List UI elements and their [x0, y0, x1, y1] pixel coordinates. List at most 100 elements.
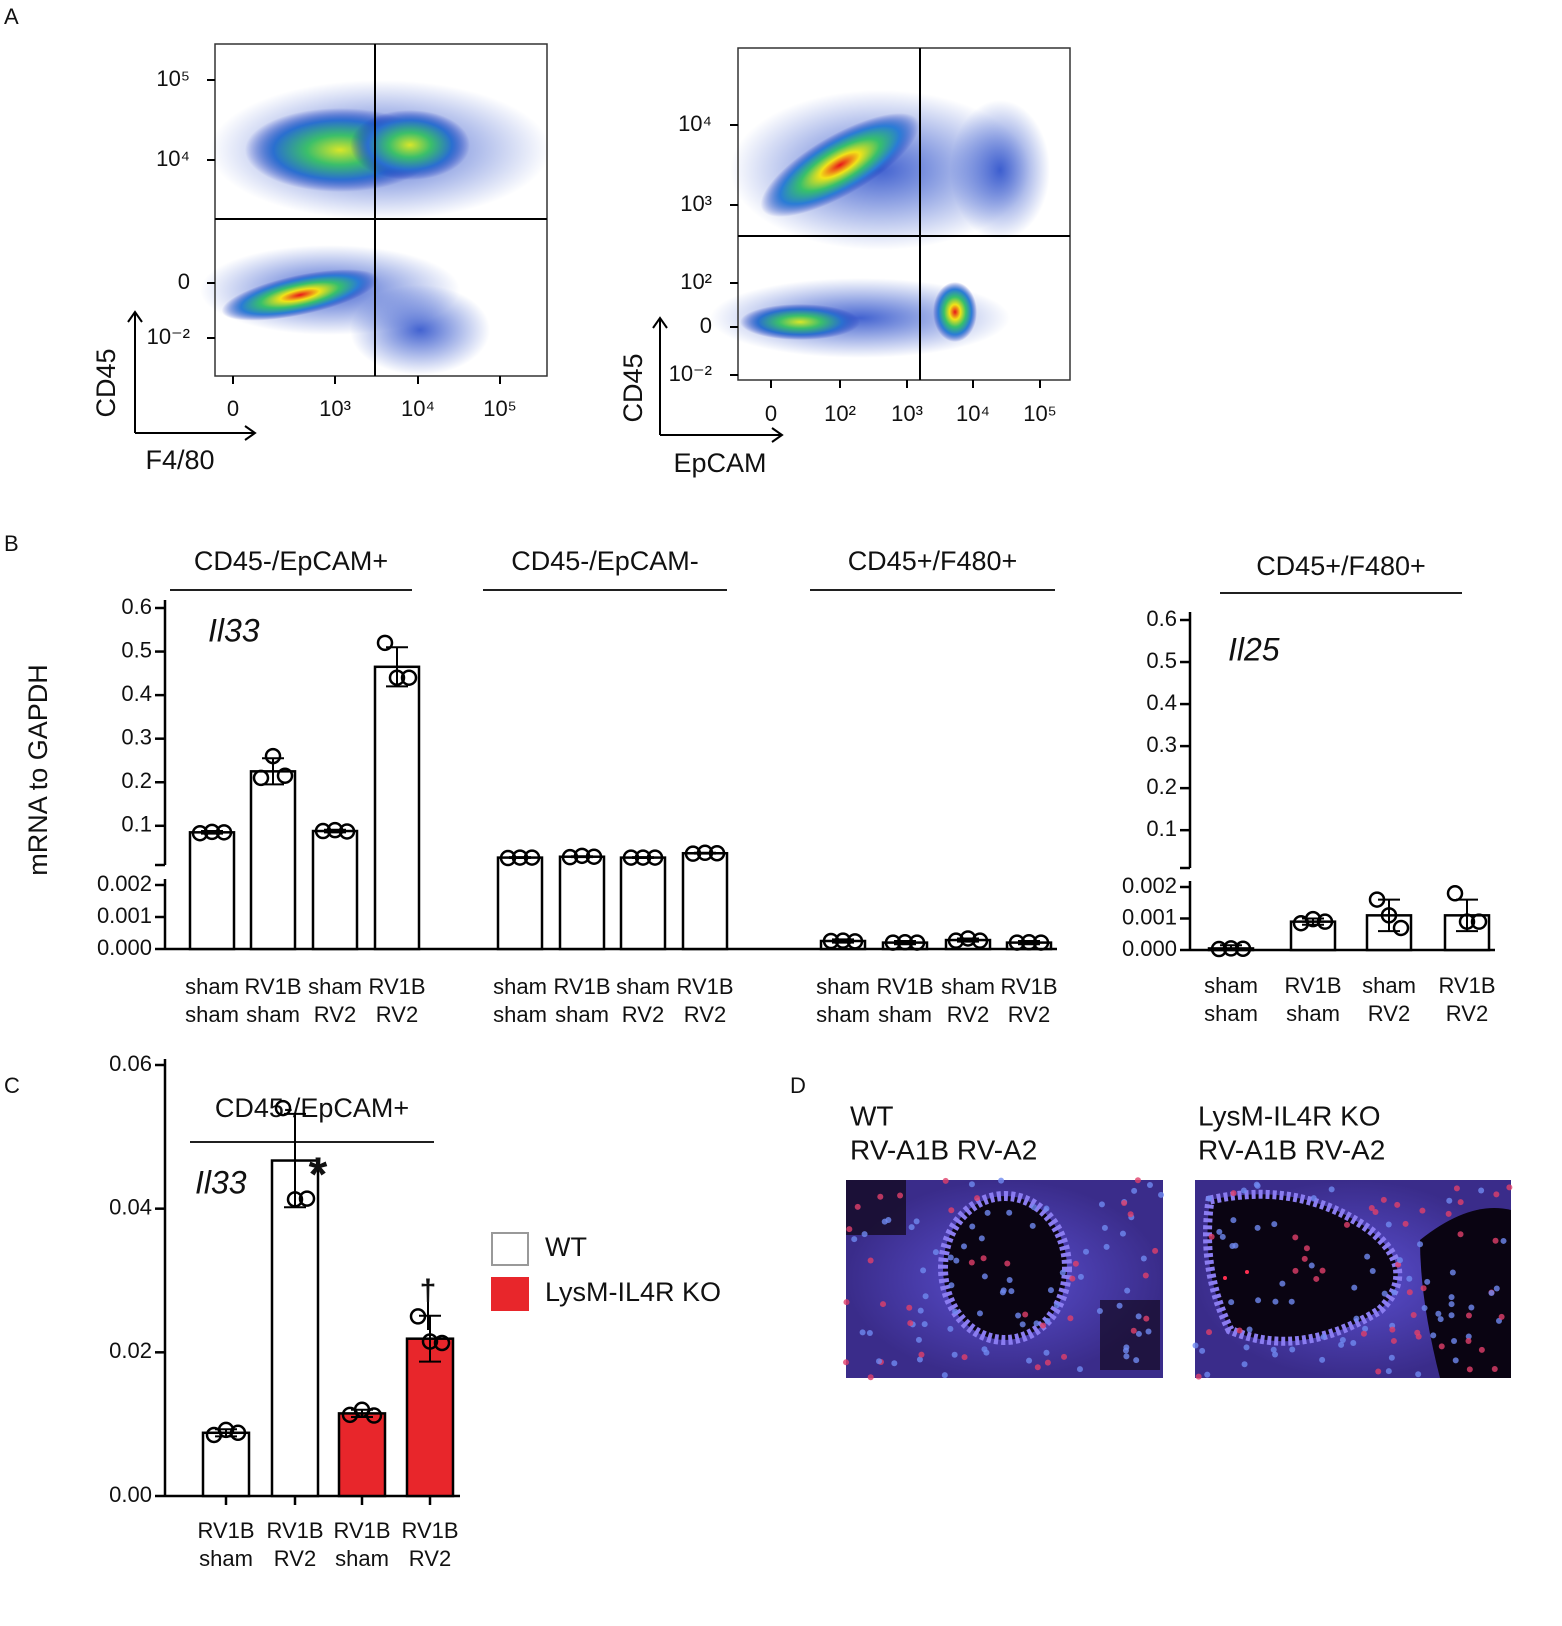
flow-density: [710, 90, 1050, 358]
cell-dot: [1140, 1255, 1147, 1262]
cell-dot: [1448, 1301, 1455, 1308]
x-tick-label: RV2: [947, 1002, 989, 1027]
data-point: [286, 1191, 304, 1208]
cell-dot: [1019, 1321, 1026, 1328]
cell-dot: [1006, 1209, 1013, 1216]
bar: [249, 770, 297, 951]
y-tick-label: 0.02: [109, 1338, 152, 1363]
bar: [496, 856, 544, 951]
y-tick-label: 0: [700, 313, 712, 338]
cell-dot: [969, 1223, 976, 1230]
cell-dot: [1457, 1199, 1464, 1206]
data-point: [298, 1190, 316, 1207]
x-tick-label: RV1B: [244, 974, 301, 999]
cell-dot: [1350, 1339, 1357, 1346]
cell-dot: [1385, 1221, 1392, 1228]
cell-dot: [981, 1273, 988, 1280]
cell-dot: [1343, 1221, 1350, 1228]
x-tick-label: RV2: [1446, 1001, 1488, 1026]
cell-dot: [1375, 1368, 1382, 1375]
x-tick-label: sham: [816, 974, 870, 999]
cell-dot: [916, 1356, 923, 1363]
y-axis-label: CD45: [91, 348, 121, 417]
cell-dot: [999, 1289, 1006, 1296]
error-bar: [419, 1314, 441, 1363]
x-tick-label: sham: [246, 1002, 300, 1027]
y-tick-label: 0.3: [1146, 732, 1177, 757]
data-point: [365, 1407, 383, 1424]
cell-dot: [881, 1218, 888, 1225]
cell-dot: [917, 1307, 924, 1314]
cell-dot: [1219, 1233, 1226, 1240]
cell-dot: [920, 1267, 927, 1274]
cell-dot: [1135, 1313, 1142, 1320]
cell-dot: [1272, 1351, 1279, 1358]
data-point: [264, 747, 282, 765]
x-tick-label: RV1B: [1438, 973, 1495, 998]
cell-dot: [1391, 1289, 1398, 1296]
data-point: [561, 848, 579, 866]
data-point: [646, 849, 664, 866]
cell-dot: [1043, 1349, 1050, 1356]
cell-dot: [1338, 1341, 1345, 1348]
cell-dot: [1430, 1332, 1437, 1339]
y-tick-label: 0.1: [121, 812, 152, 837]
cell-dot: [1229, 1243, 1236, 1250]
x-tick-label: RV1B: [676, 974, 733, 999]
cell-dot: [1044, 1317, 1051, 1324]
data-point: [1380, 907, 1398, 924]
x-tick-label: sham: [1204, 1001, 1258, 1026]
cell-dot: [948, 1207, 955, 1214]
data-point: [1392, 919, 1410, 937]
cell-dot: [1006, 1276, 1013, 1283]
cell-dot: [1380, 1196, 1387, 1203]
cell-dot: [1271, 1221, 1278, 1228]
cell-dot: [1478, 1346, 1485, 1353]
cell-dot: [1491, 1366, 1498, 1373]
cell-dot: [1192, 1342, 1199, 1349]
data-point: [499, 849, 517, 867]
cell-dot: [1457, 1231, 1464, 1238]
y-tick-label: 0.00: [109, 1482, 152, 1507]
cell-dot: [1059, 1269, 1066, 1276]
data-point: [884, 934, 902, 951]
data-point: [191, 824, 209, 842]
x-tick-label: RV1B: [876, 974, 933, 999]
cell-dot: [947, 1325, 954, 1332]
cell-dot: [1389, 1326, 1396, 1333]
data-point: [314, 822, 332, 840]
cell-dot: [1008, 1288, 1015, 1295]
data-point: [215, 824, 233, 841]
y-tick-label: 0.04: [109, 1194, 152, 1219]
cell-dot: [1420, 1285, 1427, 1292]
x-tick-label: sham: [616, 974, 670, 999]
plot-frame: [737, 47, 1071, 381]
cell-dot: [1130, 1327, 1137, 1334]
cell-dot: [1119, 1230, 1126, 1237]
x-tick-label: 10⁵: [483, 396, 517, 421]
cell-dot: [1270, 1346, 1277, 1353]
panel-label: C: [4, 1073, 20, 1098]
cell-dot: [1206, 1195, 1213, 1202]
x-tick-label: sham: [199, 1546, 253, 1571]
x-tick-label: sham: [493, 974, 547, 999]
cell-dot: [1406, 1275, 1413, 1282]
cell-dot: [948, 1282, 955, 1289]
data-point: [1470, 913, 1488, 930]
cell-dot: [1240, 1187, 1247, 1194]
panel-label: A: [4, 4, 19, 29]
cell-dot: [906, 1304, 913, 1311]
cell-dot: [908, 1224, 915, 1231]
cell-dot: [1478, 1187, 1485, 1194]
x-tick-label: 0: [227, 396, 239, 421]
cell-dot: [1390, 1337, 1397, 1344]
cell-dot: [1402, 1220, 1409, 1227]
cell-dot: [866, 1330, 873, 1337]
cell-dot: [1303, 1245, 1310, 1252]
x-tick-label: 10³: [319, 396, 351, 421]
cell-dot: [1043, 1205, 1050, 1212]
cell-dot: [1206, 1329, 1213, 1336]
cell-dot: [1396, 1257, 1403, 1264]
cell-dot: [861, 1231, 868, 1238]
y-axis-label: mRNA to GAPDH: [23, 664, 53, 876]
